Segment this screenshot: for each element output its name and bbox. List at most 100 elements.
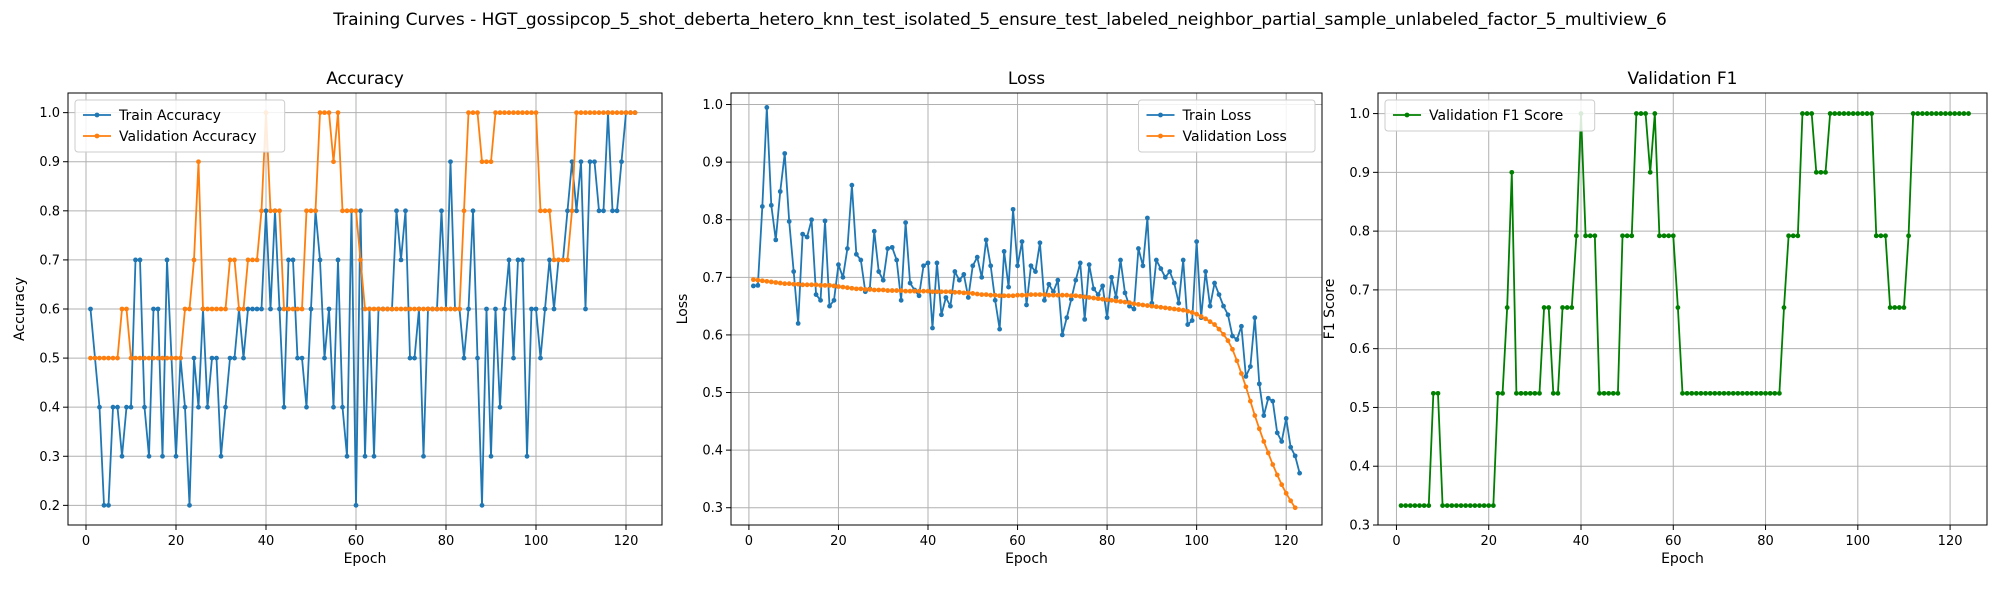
y-tick-label: 0.9 [702,156,723,171]
data-point [412,306,417,312]
data-point [1064,315,1070,321]
data-point [1077,293,1083,299]
x-tick-label: 60 [348,534,365,549]
data-point [407,355,413,361]
data-point [1670,233,1676,239]
data-point [1109,274,1114,280]
data-point [988,292,994,298]
data-point [1247,364,1253,369]
data-point [623,110,629,116]
data-point [1221,331,1226,337]
data-point [205,306,210,312]
y-axis-label: Loss [675,294,691,325]
data-point [1091,295,1097,301]
data-point [894,257,900,263]
data-point [1952,111,1958,116]
data-point [137,355,143,361]
data-point [551,306,557,312]
data-point [1279,482,1285,488]
legend-marker [1158,112,1163,118]
data-point [1440,503,1445,508]
data-point [236,306,242,312]
data-point [1194,311,1200,317]
data-point [1781,305,1787,310]
data-point [1698,390,1704,396]
data-point [587,159,593,165]
data-point [547,208,552,214]
y-axis-label: F1 Score [1322,279,1338,340]
data-point [1924,111,1930,116]
data-point [1212,322,1217,327]
data-point [1878,233,1884,239]
data-point [822,282,828,288]
data-point [169,355,174,361]
data-point [1171,306,1177,312]
data-point [1100,283,1106,289]
data-point [1279,439,1285,444]
data-point [493,306,498,312]
y-tick-label: 0.5 [702,386,723,401]
data-point [1721,390,1727,396]
data-point [146,453,152,459]
data-point [1118,299,1123,304]
data-point [1261,413,1267,418]
data-point [493,110,498,116]
data-point [1082,294,1088,300]
data-point [569,208,575,214]
grid [731,93,1322,525]
data-point [1162,305,1168,311]
data-point [979,274,985,280]
data-point [187,306,192,312]
data-point [119,453,125,459]
data-point [1015,263,1020,269]
data-point [511,355,516,361]
data-point [380,306,386,312]
data-point [394,306,399,312]
data-point [196,404,201,410]
data-point [97,404,102,410]
y-tick-label: 0.3 [39,450,60,465]
data-point [538,208,543,214]
data-point [970,263,976,269]
data-point [155,306,161,312]
y-tick-label: 0.5 [39,352,60,367]
data-point [272,208,278,214]
y-tick-label: 0.8 [39,204,60,219]
data-point [551,257,557,263]
legend-entry: Train Accuracy [118,108,221,124]
data-point [214,355,219,361]
data-point [569,159,575,165]
x-tick-label: 80 [438,534,455,549]
data-point [1216,292,1222,297]
accuracy-panel: 0 20 40 60 80 100 120 0.2 0.3 0.4 0.5 0.6 0.7 0.8 0.9 1… [12,69,663,567]
data-point [1127,300,1132,306]
data-point [1412,503,1418,508]
data-point [1091,286,1097,292]
data-point [871,287,877,293]
data-point [425,306,431,312]
data-point [965,290,971,296]
data-point [268,208,273,214]
data-point [1827,111,1833,116]
data-point [196,159,201,165]
y-tick-label: 0.7 [39,253,60,268]
x-tick-label: 40 [920,534,937,549]
data-point [610,110,615,116]
data-point [903,288,909,294]
data-point [827,303,832,309]
data-point [777,189,783,194]
data-point [1292,505,1298,511]
data-point [1006,293,1011,299]
data-point [845,285,850,291]
data-point [1864,111,1870,116]
data-point [362,306,368,312]
data-point [1136,301,1141,307]
data-point [1082,316,1088,322]
data-point [1176,307,1182,312]
data-point [1095,292,1101,297]
data-point [511,110,516,116]
data-point [371,306,377,312]
data-point [997,326,1003,332]
data-point [813,282,819,288]
data-point [1037,292,1043,297]
